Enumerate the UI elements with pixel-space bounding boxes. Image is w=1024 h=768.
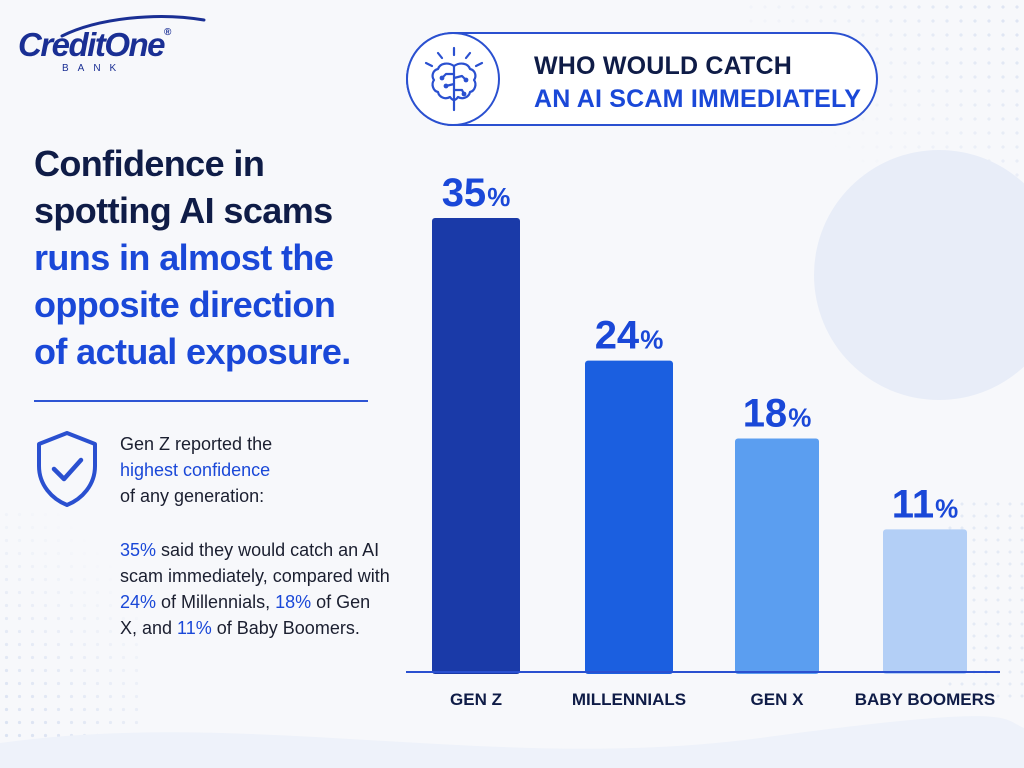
category-label-millennials: MILLENNIALS (572, 690, 686, 709)
headline-line-1: Confidence in (34, 143, 265, 184)
stat-millennials-highlight: 24% (120, 592, 157, 612)
callout-intro: Gen Z reported the highest confidence of… (120, 431, 360, 509)
bar-gen-z (432, 218, 520, 674)
data-label-gen-z: 35% (442, 171, 511, 215)
callout-intro-highlight: highest confidence (120, 460, 271, 480)
logo-registered: ® (164, 27, 171, 38)
data-label-gen-x: 18% (743, 392, 812, 436)
stat-genz-highlight: 35% (120, 540, 157, 560)
logo-wordmark: CreditOne® (18, 26, 171, 63)
bar-millennials (585, 360, 673, 674)
callout-intro-line-1: Gen Z reported the (120, 434, 273, 454)
chart-title-line-2: AN AI SCAM IMMEDIATELY (534, 85, 862, 113)
category-label-gen-x: GEN X (751, 690, 805, 709)
data-label-millennials: 24% (595, 314, 664, 358)
headline-line-2: spotting AI scams (34, 190, 333, 231)
data-label-baby-boomers: 11% (892, 482, 958, 526)
stat-genx-highlight: 18% (275, 592, 312, 612)
callout-intro-line-3: of any generation: (120, 486, 265, 506)
stat-text-2: of Millennials, (156, 592, 276, 612)
bar-gen-x (735, 438, 819, 674)
category-label-baby-boomers: BABY BOOMERS (855, 690, 995, 709)
headline-line-4: opposite direction (34, 284, 336, 325)
callout-stats: 35% said they would catch an AI scam imm… (120, 537, 390, 641)
brand-logo: CreditOne® BANK (18, 15, 206, 74)
logo-subtitle: BANK (62, 63, 126, 74)
decorative-circle (814, 150, 1024, 400)
brain-icon-circle (406, 32, 500, 126)
category-label-gen-z: GEN Z (450, 690, 502, 709)
shield-check-icon (37, 431, 97, 507)
logo-swoosh-icon (60, 15, 206, 38)
stat-boomers-highlight: 11% (177, 618, 212, 638)
logo-name: CreditOne (18, 26, 166, 63)
decorative-wave (0, 716, 1024, 768)
stat-text-1: said they would catch an AI scam immedia… (120, 540, 390, 586)
bar-baby-boomers (883, 529, 967, 674)
headline-line-3: runs in almost the (34, 237, 334, 278)
section-divider (34, 400, 368, 402)
headline: Confidence in spotting AI scams runs in … (34, 140, 394, 375)
stat-text-4: of Baby Boomers. (211, 618, 360, 638)
chart-title-box: WHO WOULD CATCH AN AI SCAM IMMEDIATELY (406, 32, 878, 126)
brain-circuit-icon (424, 46, 484, 112)
chart-title-line-1: WHO WOULD CATCH (534, 52, 793, 80)
stat-text-3: of Gen X, and (120, 592, 371, 638)
headline-line-5: of actual exposure. (34, 331, 351, 372)
